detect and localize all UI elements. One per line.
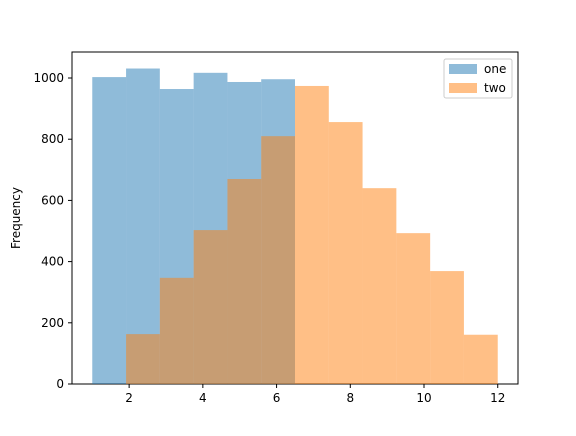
y-tick-label-3: 400 xyxy=(41,255,64,269)
legend-label-one: one xyxy=(484,62,506,76)
x-axis-ticks: 2 4 6 8 10 12 xyxy=(125,384,505,405)
bar-two-8 xyxy=(362,188,397,384)
y-tick-label-2: 200 xyxy=(41,316,64,330)
x-tick-label-6: 12 xyxy=(490,391,505,405)
bar-two-5 xyxy=(261,136,295,384)
y-tick-label-1: 0 xyxy=(56,377,64,391)
bar-two-7 xyxy=(328,122,363,384)
legend-label-two: two xyxy=(484,81,506,95)
y-axis-ticks: 0 200 400 600 800 1000 xyxy=(33,71,72,391)
legend: one two xyxy=(443,58,513,99)
legend-swatch-one xyxy=(449,64,477,74)
bar-two-3 xyxy=(193,230,228,384)
bar-one-2 xyxy=(126,68,160,385)
y-axis-label: Frequency xyxy=(9,187,23,249)
x-tick-label-5: 10 xyxy=(416,391,431,405)
bar-two-10 xyxy=(430,271,464,384)
bar-one-1 xyxy=(92,77,127,384)
histogram-bars xyxy=(92,68,498,385)
x-tick-label-4: 8 xyxy=(346,391,354,405)
x-tick-label-1: 2 xyxy=(125,391,133,405)
bar-two-1 xyxy=(126,334,160,384)
x-tick-label-3: 6 xyxy=(273,391,281,405)
bar-two-6 xyxy=(295,85,329,385)
x-tick-label-2: 4 xyxy=(199,391,207,405)
bar-two-9 xyxy=(396,233,431,384)
legend-swatch-two xyxy=(449,83,477,93)
y-tick-label-6: 1000 xyxy=(33,71,64,85)
bar-two-2 xyxy=(159,277,194,384)
bar-two-4 xyxy=(227,178,262,384)
bar-two-11 xyxy=(463,334,498,384)
y-tick-label-4: 600 xyxy=(41,193,64,207)
y-tick-label-5: 800 xyxy=(41,132,64,146)
